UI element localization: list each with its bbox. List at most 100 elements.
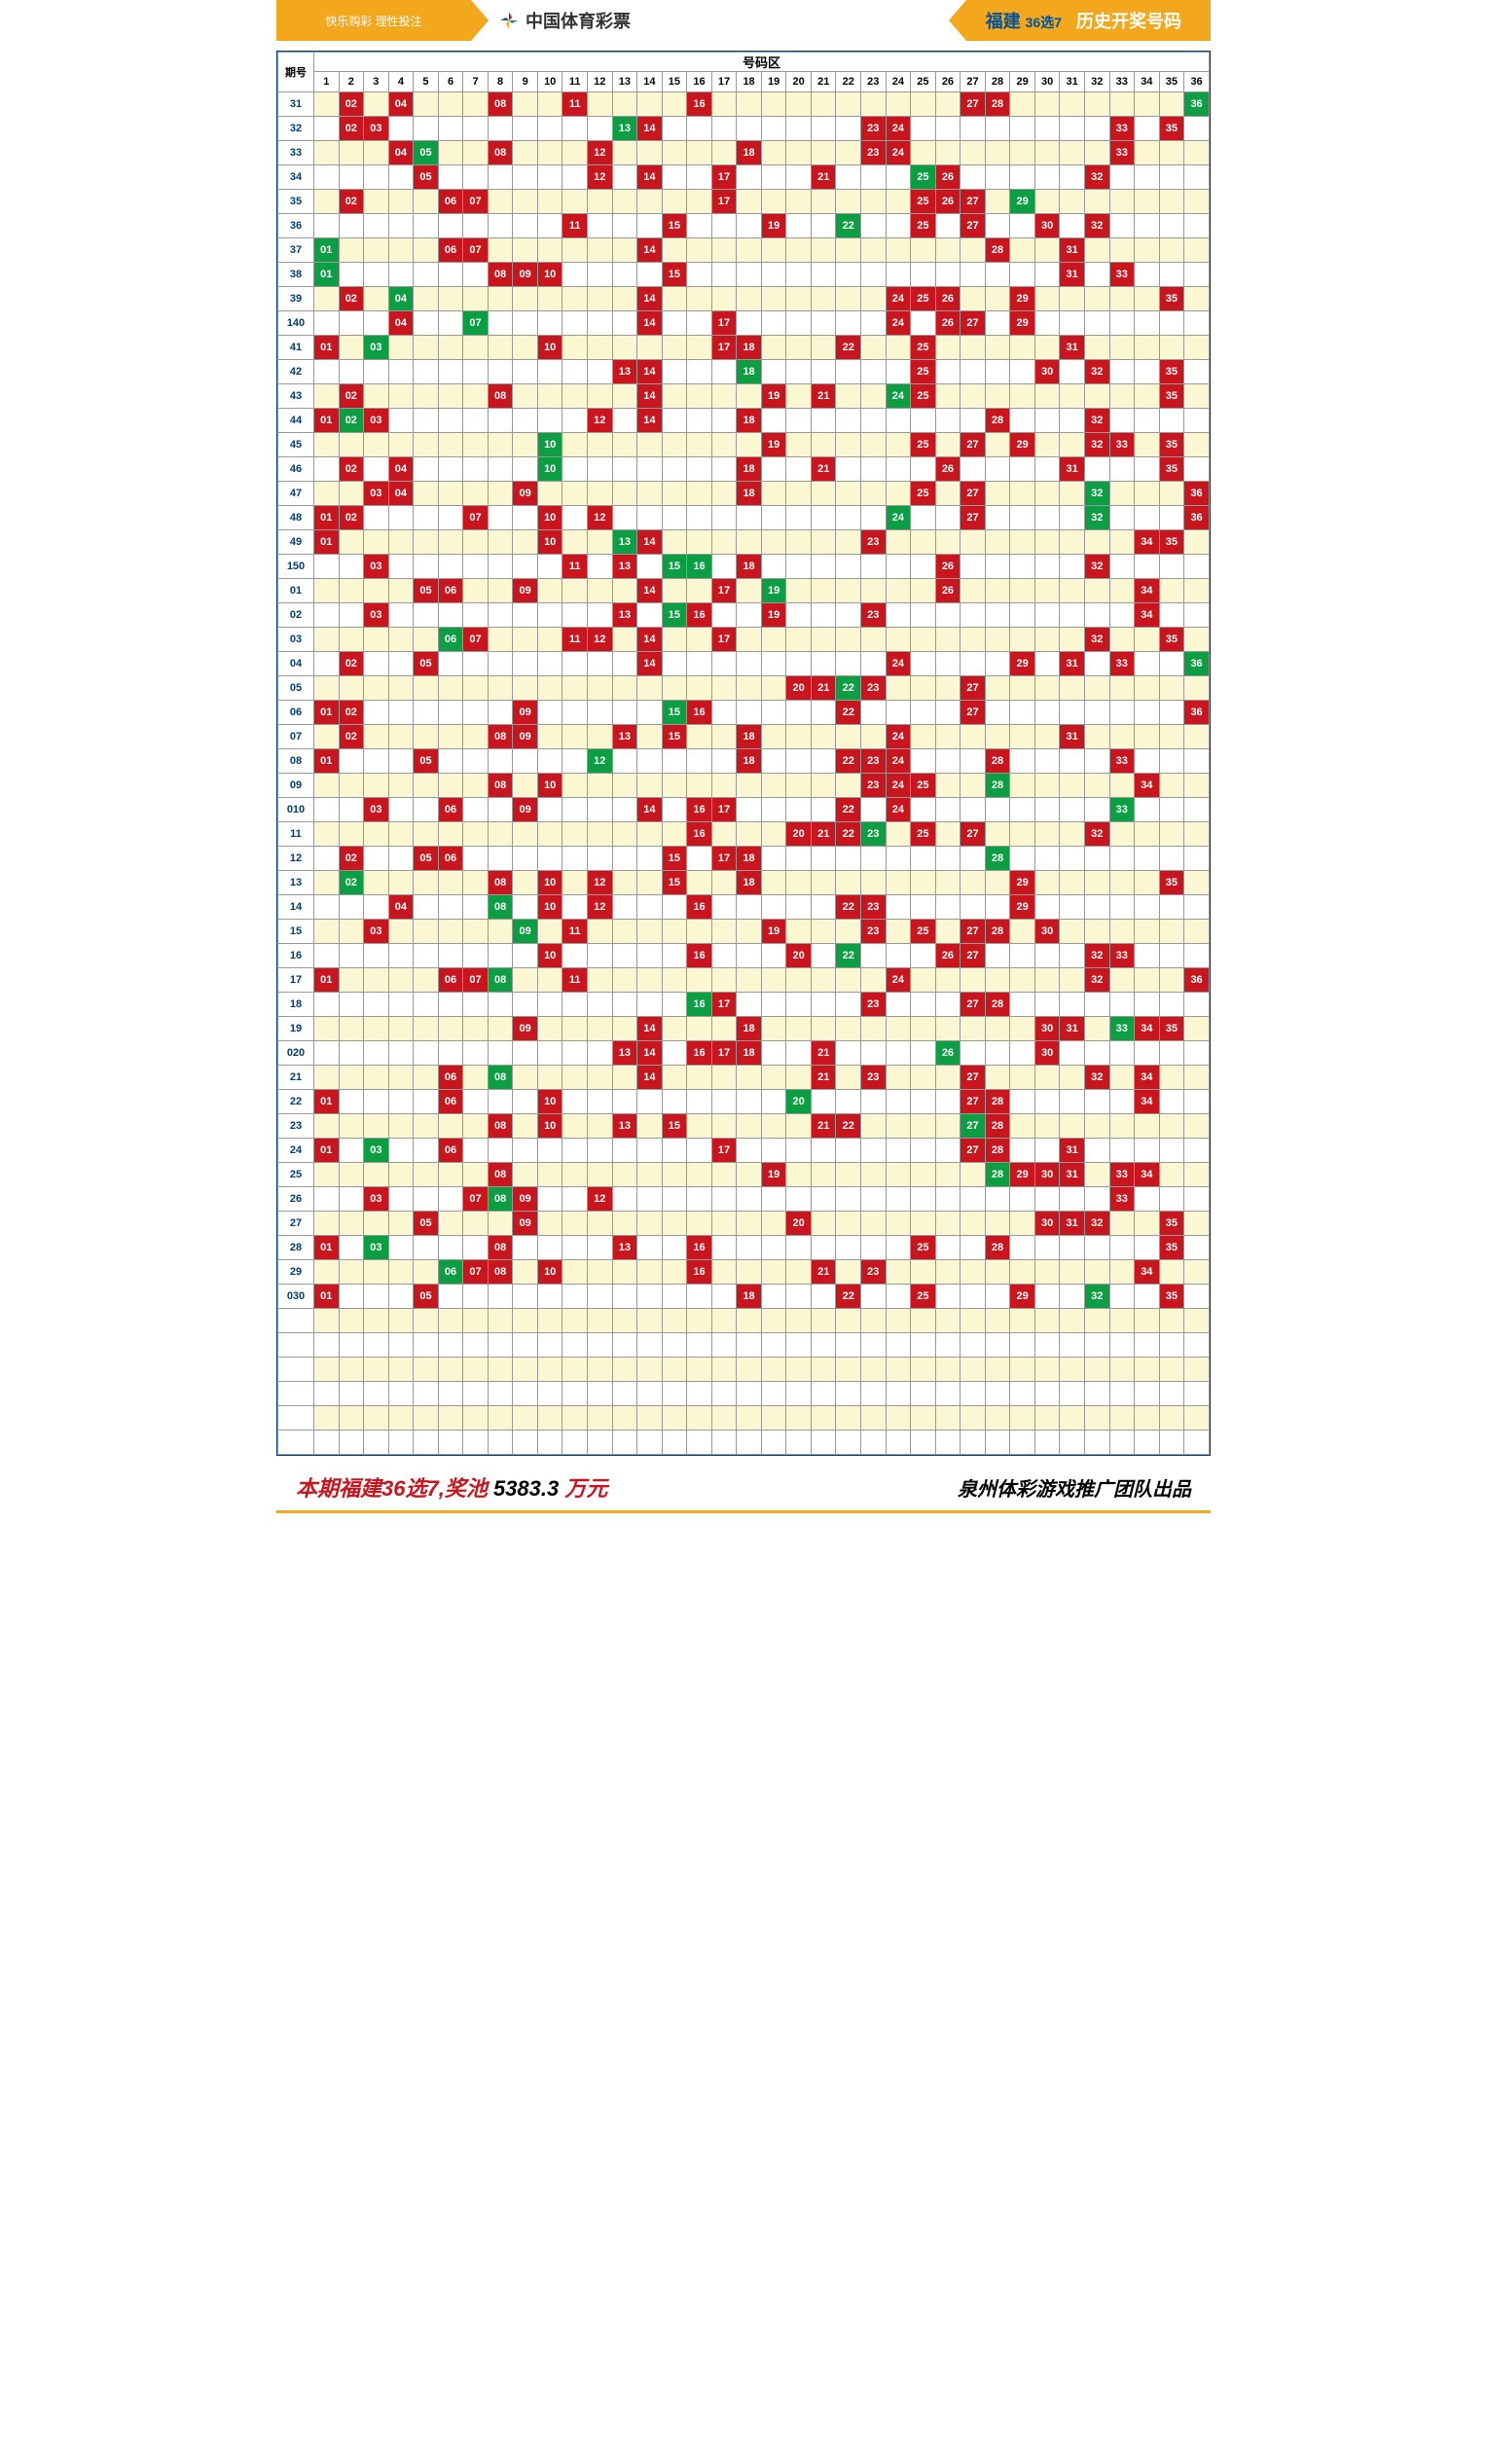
num-cell — [1184, 1090, 1210, 1114]
num-cell — [1084, 725, 1109, 749]
num-cell: 28 — [985, 409, 1010, 433]
num-cell — [314, 1260, 340, 1285]
num-cell: 10 — [537, 530, 562, 555]
num-cell — [488, 920, 513, 944]
num-cell: 35 — [1159, 1017, 1184, 1041]
num-cell — [438, 993, 463, 1017]
num-cell: 25 — [911, 384, 936, 409]
num-cell: 32 — [1084, 968, 1109, 993]
num-cell — [861, 1139, 887, 1163]
num-cell: 13 — [612, 725, 637, 749]
num-cell — [463, 822, 489, 847]
col-num-20: 20 — [786, 72, 812, 92]
num-cell — [488, 579, 513, 603]
num-cell — [414, 725, 439, 749]
num-cell — [961, 847, 986, 871]
num-cell — [1084, 993, 1109, 1017]
num-cell — [811, 847, 836, 871]
period-cell: 33 — [278, 141, 314, 165]
num-cell — [786, 263, 812, 287]
num-cell: 33 — [1109, 263, 1135, 287]
num-cell: 28 — [985, 847, 1010, 871]
num-cell — [935, 676, 961, 701]
num-cell: 11 — [562, 214, 588, 238]
num-cell — [488, 506, 513, 530]
num-cell — [339, 579, 364, 603]
num-cell: 02 — [339, 117, 364, 141]
jackpot-text: 本期福建36选7,奖池 5383.3 万元 — [296, 1471, 607, 1503]
period-cell: 32 — [278, 117, 314, 141]
num-cell — [811, 92, 836, 117]
num-cell — [562, 1236, 588, 1260]
table-row: 1500311131516182632 — [278, 555, 1210, 579]
num-cell — [886, 530, 911, 555]
num-cell — [488, 1017, 513, 1041]
num-cell: 13 — [612, 1114, 637, 1139]
num-cell — [662, 822, 687, 847]
num-cell — [562, 798, 588, 822]
num-cell — [935, 920, 961, 944]
num-cell: 19 — [761, 214, 786, 238]
num-cell: 26 — [935, 190, 961, 214]
num-cell — [861, 628, 887, 652]
num-cell — [1109, 774, 1135, 798]
num-cell — [364, 1260, 389, 1285]
num-cell — [1084, 141, 1109, 165]
num-cell — [537, 822, 562, 847]
num-cell — [811, 409, 836, 433]
num-cell: 16 — [687, 92, 712, 117]
num-cell — [488, 944, 513, 968]
num-cell — [737, 530, 762, 555]
num-cell — [388, 628, 414, 652]
num-cell — [488, 117, 513, 141]
num-cell: 14 — [637, 117, 663, 141]
num-cell — [1010, 749, 1035, 774]
num-cell — [961, 336, 986, 360]
num-cell — [339, 238, 364, 263]
num-cell — [811, 214, 836, 238]
num-cell — [414, 263, 439, 287]
num-cell — [562, 287, 588, 311]
num-cell — [1109, 457, 1135, 482]
num-cell — [1109, 968, 1135, 993]
num-cell — [985, 1260, 1010, 1285]
num-cell — [911, 628, 936, 652]
num-cell — [612, 847, 637, 871]
num-cell — [811, 603, 836, 628]
num-cell: 06 — [438, 1260, 463, 1285]
num-cell — [1184, 165, 1210, 190]
num-cell — [662, 1236, 687, 1260]
num-cell — [388, 652, 414, 676]
num-cell — [836, 482, 861, 506]
num-cell — [1135, 1114, 1160, 1139]
num-cell — [1084, 579, 1109, 603]
period-cell: 27 — [278, 1212, 314, 1236]
num-cell — [886, 1090, 911, 1114]
num-cell — [562, 1212, 588, 1236]
num-cell — [786, 920, 812, 944]
num-cell: 24 — [886, 798, 911, 822]
period-cell: 38 — [278, 263, 314, 287]
col-num-23: 23 — [861, 72, 887, 92]
num-cell — [513, 457, 538, 482]
num-cell: 29 — [1010, 871, 1035, 895]
num-cell — [414, 1090, 439, 1114]
num-cell: 28 — [985, 1236, 1010, 1260]
num-cell — [1184, 141, 1210, 165]
num-cell — [711, 1212, 737, 1236]
num-cell — [612, 774, 637, 798]
num-cell: 03 — [364, 336, 389, 360]
num-cell — [1109, 628, 1135, 652]
num-cell — [1060, 822, 1085, 847]
col-num-11: 11 — [562, 72, 588, 92]
num-cell — [985, 190, 1010, 214]
num-cell: 22 — [836, 895, 861, 920]
num-cell: 25 — [911, 287, 936, 311]
num-cell: 35 — [1159, 628, 1184, 652]
num-cell — [1010, 701, 1035, 725]
num-cell — [662, 628, 687, 652]
num-cell — [711, 1260, 737, 1285]
num-cell — [364, 993, 389, 1017]
num-cell: 33 — [1109, 1187, 1135, 1212]
num-cell — [588, 944, 613, 968]
